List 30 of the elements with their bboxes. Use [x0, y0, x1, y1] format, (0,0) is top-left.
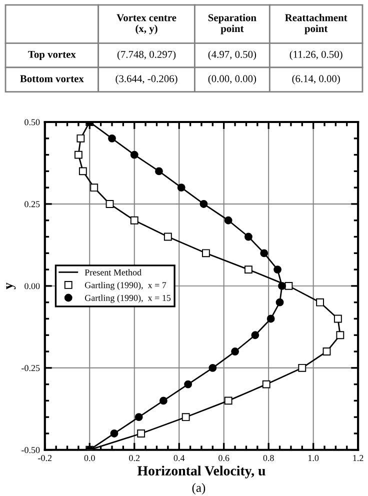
x-axis-title: Horizontal Velocity, u: [137, 466, 266, 478]
y-axis-title: y: [6, 282, 16, 290]
x-tick-label: 1.2: [353, 455, 364, 462]
text: (6.14, 0.00): [292, 74, 340, 84]
category-label: Separation point: [208, 14, 256, 34]
y-tick-label: -0.25: [22, 365, 40, 372]
x-tick-label: 0.0: [84, 454, 95, 462]
x-tick-label: 0.2: [129, 454, 140, 462]
x-tick-label: 0.6: [218, 454, 230, 462]
category-label: Vortex centre (x, y): [116, 14, 176, 34]
text: (7.748, 0.297): [117, 50, 176, 60]
legend-label: Gartling (1990), x = 15: [84, 294, 171, 303]
category-label: Bottom vortex: [20, 75, 84, 82]
x-tick-label: 1.0: [308, 454, 319, 462]
text: (3.644, -0.206): [116, 74, 178, 84]
legend-label: Present Method: [84, 269, 142, 276]
y-tick-label: 0.00: [24, 283, 40, 290]
y-tick-label: 0.25: [24, 201, 40, 208]
text: (11.26, 0.50): [290, 50, 342, 60]
text: (a): [192, 483, 206, 495]
legend-label: Gartling (1990), x = 7: [84, 282, 166, 290]
x-tick-label: 0.4: [174, 454, 185, 462]
text: (4.97, 0.50): [208, 50, 256, 60]
x-tick-label: -0.2: [38, 454, 52, 462]
category-label: Reattachment point: [285, 14, 348, 34]
category-label: Top vortex: [28, 50, 76, 60]
y-tick-label: -0.50: [22, 447, 40, 454]
y-tick-label: 0.50: [24, 119, 40, 126]
x-tick-label: 0.8: [263, 454, 274, 462]
text: (0.00, 0.00): [208, 74, 256, 84]
